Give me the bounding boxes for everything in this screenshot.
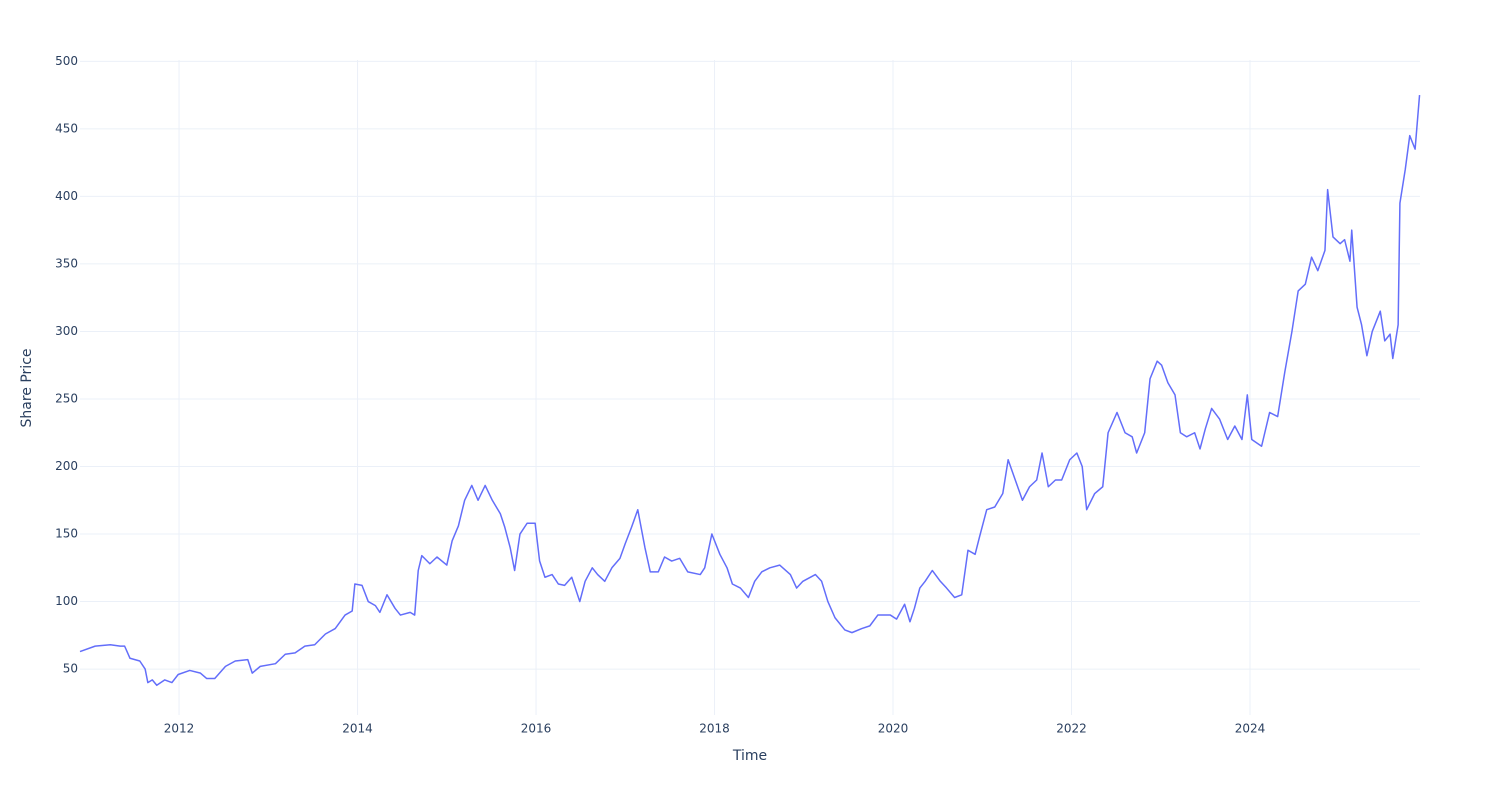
x-tick-label: 2014 [342, 722, 373, 736]
price-line [79, 95, 1421, 687]
y-tick-label: 450 [55, 121, 78, 135]
x-tick-label: 2012 [164, 722, 195, 736]
y-tick-label: 250 [55, 391, 78, 405]
y-tick-label: 300 [55, 324, 78, 338]
y-tick-label: 350 [55, 256, 78, 270]
y-tick-label: 100 [55, 594, 78, 608]
y-tick-label: 50 [63, 662, 78, 676]
x-tick-label: 2016 [521, 722, 552, 736]
x-tick-label: 2024 [1235, 722, 1266, 736]
y-axis-title: Share Price [19, 348, 35, 427]
y-tick-label: 150 [55, 527, 78, 541]
y-tick-label: 400 [55, 189, 78, 203]
x-tick-label: 2020 [878, 722, 909, 736]
x-axis-title: Time [732, 748, 767, 764]
y-tick-label: 500 [55, 54, 78, 68]
x-tick-label: 2022 [1056, 722, 1087, 736]
y-tick-label: 200 [55, 459, 78, 473]
x-tick-label: 2018 [699, 722, 730, 736]
